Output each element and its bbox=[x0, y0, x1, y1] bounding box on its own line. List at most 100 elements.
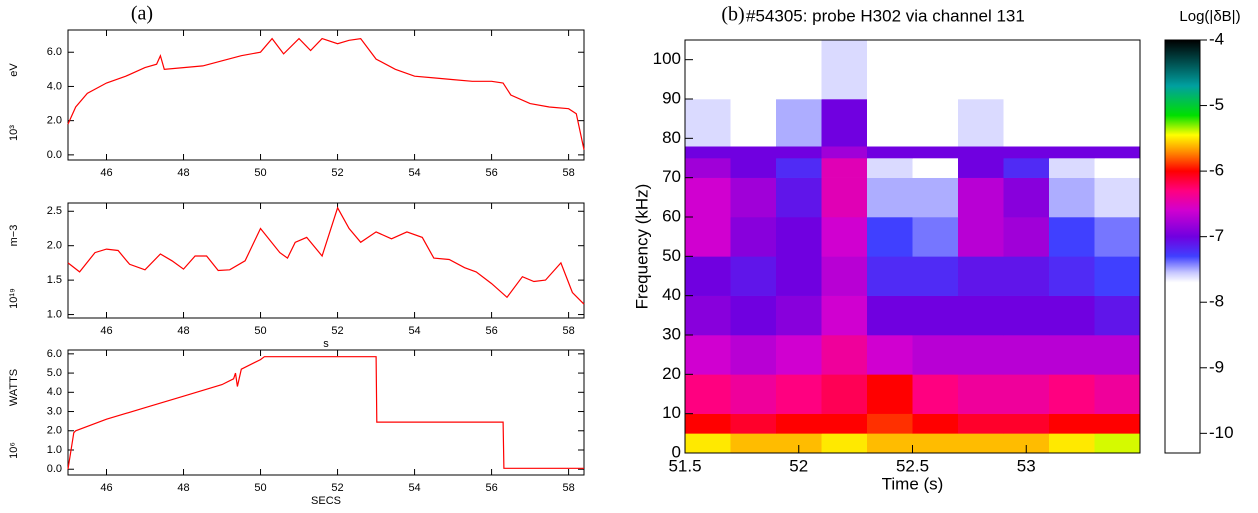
heatmap-cell bbox=[685, 40, 731, 100]
heatmap-cell bbox=[912, 40, 959, 100]
heatmap-cell bbox=[776, 295, 822, 336]
heatmap-cell bbox=[730, 146, 777, 159]
heatmap-cell bbox=[730, 295, 777, 336]
y-tick-label: 6.0 bbox=[47, 46, 62, 58]
heatmap-cell bbox=[1094, 146, 1141, 159]
heatmap-cell bbox=[1049, 295, 1095, 336]
colorbar-tick-label: -6 bbox=[1209, 161, 1224, 180]
heatmap-cell bbox=[958, 217, 1004, 257]
x-tick-label: 58 bbox=[562, 482, 574, 494]
heatmap-cell bbox=[958, 99, 1004, 147]
heatmap-cell bbox=[685, 295, 731, 336]
chart-title: #54305: probe H302 via channel 131 bbox=[746, 6, 1025, 25]
x-tick-label: 54 bbox=[408, 482, 420, 494]
heatmap-cell bbox=[1049, 177, 1095, 218]
heatmap-cell bbox=[730, 413, 777, 434]
heatmap-cell bbox=[1094, 413, 1141, 434]
heatmap-cell bbox=[912, 295, 959, 336]
heatmap-cell bbox=[1094, 158, 1141, 178]
x-tick-label: 48 bbox=[177, 167, 189, 179]
heatmap-cell bbox=[776, 335, 822, 375]
y-tick-label: 80 bbox=[662, 128, 681, 147]
heatmap-cell bbox=[1003, 256, 1050, 296]
heatmap-cell bbox=[1003, 374, 1050, 414]
x-tick-label: 48 bbox=[177, 325, 189, 337]
x-tick-label: 51.5 bbox=[668, 456, 701, 475]
colorbar bbox=[1164, 39, 1201, 454]
heatmap-cell bbox=[1049, 40, 1095, 100]
x-axis-label: s bbox=[323, 338, 329, 350]
heatmap-cell bbox=[1049, 433, 1095, 454]
heatmap-cell bbox=[821, 413, 868, 434]
heatmap-cell bbox=[1003, 177, 1050, 218]
heatmap-cell bbox=[958, 158, 1004, 178]
heatmap-cell bbox=[958, 374, 1004, 414]
colorbar-label: Log(|δB|) bbox=[1179, 8, 1240, 25]
heatmap-cell bbox=[912, 99, 959, 147]
heatmap-cell bbox=[912, 256, 959, 296]
y-tick-label: 20 bbox=[662, 364, 681, 383]
heatmap-cell bbox=[776, 40, 822, 100]
x-tick-label: 56 bbox=[485, 167, 497, 179]
heatmap-cell bbox=[1094, 40, 1141, 100]
heatmap-cell bbox=[1094, 374, 1141, 414]
heatmap-cell bbox=[1003, 433, 1050, 454]
y-tick-label: 2.5 bbox=[47, 205, 62, 217]
data-line bbox=[67, 37, 585, 150]
heatmap-cell bbox=[730, 158, 777, 178]
heatmap-cell bbox=[1094, 256, 1141, 296]
heatmap-cell bbox=[776, 177, 822, 218]
plot-frame bbox=[67, 202, 585, 319]
y-tick-label: 60 bbox=[662, 206, 681, 225]
heatmap-cell bbox=[776, 256, 822, 296]
y-tick-label: 6.0 bbox=[47, 348, 62, 360]
heatmap-cell bbox=[912, 433, 959, 454]
heatmap-cell bbox=[1003, 146, 1050, 159]
heatmap-cell bbox=[821, 374, 868, 414]
x-tick-label: 48 bbox=[177, 482, 189, 494]
heatmap-cell bbox=[958, 40, 1004, 100]
heatmap-cell bbox=[776, 217, 822, 257]
y-tick-label: 0.0 bbox=[47, 463, 62, 475]
y-axis-label: eV bbox=[8, 63, 20, 77]
heatmap-cell bbox=[776, 146, 822, 159]
x-tick-label: 52.5 bbox=[896, 456, 929, 475]
heatmap-cell bbox=[685, 433, 731, 454]
heatmap-cell bbox=[1094, 177, 1141, 218]
x-tick-label: 46 bbox=[100, 167, 112, 179]
x-tick-label: 50 bbox=[254, 482, 266, 494]
y-axis-label: Frequency (kHz) bbox=[632, 184, 651, 310]
colorbar-tick-label: -10 bbox=[1209, 423, 1234, 442]
heatmap-cell bbox=[1049, 158, 1095, 178]
x-axis-label: SECS bbox=[311, 495, 341, 507]
heatmap-cell bbox=[685, 158, 731, 178]
heatmap-cell bbox=[912, 217, 959, 257]
heatmap-cell bbox=[958, 177, 1004, 218]
heatmap-cell bbox=[685, 335, 731, 375]
y-tick-label: 4.0 bbox=[47, 386, 62, 398]
heatmap-cell bbox=[1049, 146, 1095, 159]
heatmap-cell bbox=[958, 433, 1004, 454]
heatmap-cell bbox=[730, 335, 777, 375]
colorbar-tick-label: -7 bbox=[1209, 226, 1224, 245]
y-tick-label: 3.0 bbox=[47, 405, 62, 417]
heatmap-cell bbox=[1003, 413, 1050, 434]
heatmap-cell bbox=[1003, 335, 1050, 375]
heatmap-cell bbox=[867, 217, 913, 257]
panel-label: (b) bbox=[721, 4, 744, 26]
y-scale-label: 10³ bbox=[8, 125, 20, 141]
heatmap-cell bbox=[1094, 99, 1141, 147]
heatmap-cell bbox=[776, 413, 822, 434]
heatmap-cell bbox=[1094, 295, 1141, 336]
heatmap-cell bbox=[1049, 335, 1095, 375]
heatmap-cell bbox=[685, 217, 731, 257]
heatmap-cell bbox=[821, 158, 868, 178]
data-line bbox=[67, 356, 584, 470]
panel-label: (a) bbox=[131, 3, 153, 25]
x-tick-label: 52 bbox=[331, 325, 343, 337]
heatmap-cell bbox=[867, 99, 913, 147]
x-tick-label: 46 bbox=[100, 482, 112, 494]
heatmap-cell bbox=[958, 295, 1004, 336]
x-tick-label: 52 bbox=[331, 167, 343, 179]
